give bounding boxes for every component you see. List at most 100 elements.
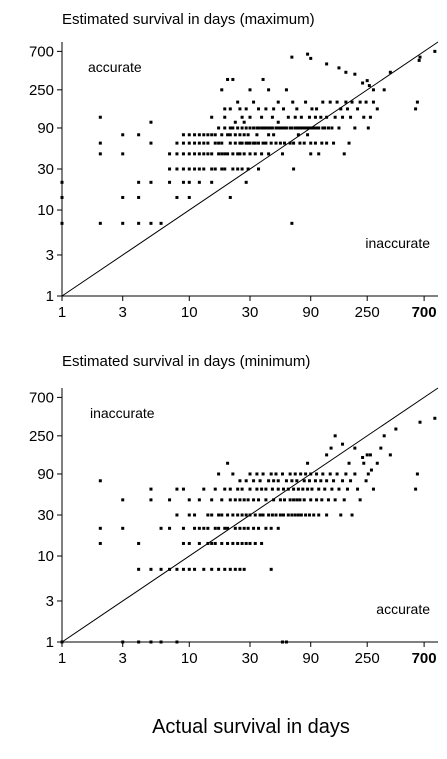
upper-data-point xyxy=(220,88,224,92)
upper-x-tick-label: 90 xyxy=(302,304,319,321)
upper-data-point xyxy=(149,141,153,145)
lower-data-point xyxy=(325,513,329,517)
upper-data-point xyxy=(193,133,197,137)
upper-data-point xyxy=(213,133,217,137)
upper-data-point xyxy=(299,115,303,119)
upper-data-point xyxy=(306,133,310,137)
upper-data-point xyxy=(313,141,317,145)
upper-data-point xyxy=(315,126,319,130)
upper-data-point xyxy=(60,180,64,184)
upper-data-point xyxy=(248,152,252,156)
upper-data-point xyxy=(298,141,302,145)
upper-data-point xyxy=(98,152,102,156)
upper-data-point xyxy=(342,152,346,156)
lower-y-tick-label: 3 xyxy=(46,593,54,610)
upper-data-point xyxy=(269,141,273,145)
upper-data-point xyxy=(319,115,323,119)
upper-x-tick-label: 250 xyxy=(355,304,380,321)
upper-data-point xyxy=(415,100,419,104)
upper-data-point xyxy=(236,167,240,171)
lower-data-point xyxy=(286,513,290,517)
upper-x-tick-label: 3 xyxy=(119,304,127,321)
upper-data-point xyxy=(341,115,345,119)
upper-data-point xyxy=(246,141,250,145)
lower-data-point xyxy=(301,487,305,491)
lower-data-point xyxy=(240,541,244,545)
upper-data-point xyxy=(168,152,172,156)
upper-data-point xyxy=(317,152,321,156)
upper-data-point xyxy=(358,100,362,104)
upper-data-point xyxy=(261,126,265,130)
upper-data-point xyxy=(257,107,261,111)
lower-data-point xyxy=(321,472,325,476)
upper-data-point xyxy=(325,62,329,66)
upper-data-point xyxy=(306,52,310,56)
upper-y-tick-label: 250 xyxy=(29,82,54,99)
upper-data-point xyxy=(175,141,179,145)
lower-data-point xyxy=(255,472,259,476)
upper-data-point xyxy=(264,141,268,145)
lower-data-point xyxy=(244,479,248,483)
upper-panel: Estimated survival in days (maximum) 1 3 10… xyxy=(29,11,439,321)
upper-data-point xyxy=(274,126,278,130)
lower-data-point xyxy=(149,567,153,571)
upper-data-point xyxy=(366,126,370,130)
upper-x-tick-label: 10 xyxy=(181,304,198,321)
upper-data-point xyxy=(248,141,252,145)
upper-data-point xyxy=(296,133,300,137)
lower-region-label: accurate xyxy=(376,601,430,617)
lower-data-point xyxy=(193,513,197,517)
upper-data-point xyxy=(206,141,210,145)
lower-data-point xyxy=(317,487,321,491)
upper-data-point xyxy=(290,55,294,59)
lower-data-point xyxy=(309,472,313,476)
lower-data-point xyxy=(181,487,185,491)
upper-data-point xyxy=(210,152,214,156)
lower-data-point xyxy=(349,479,353,483)
upper-data-point xyxy=(371,88,375,92)
upper-data-point xyxy=(323,126,327,130)
upper-data-point xyxy=(280,152,284,156)
upper-data-point xyxy=(417,58,421,62)
upper-data-point xyxy=(187,167,191,171)
upper-data-point xyxy=(231,126,235,130)
upper-data-point xyxy=(187,141,191,145)
lower-data-point xyxy=(345,487,349,491)
lower-data-point xyxy=(304,472,308,476)
upper-data-point xyxy=(238,133,242,137)
lower-data-point xyxy=(306,487,310,491)
upper-data-point xyxy=(202,152,206,156)
lower-data-point xyxy=(333,434,337,438)
lower-data-point xyxy=(415,472,419,476)
upper-data-point xyxy=(137,180,141,184)
upper-data-point xyxy=(236,152,240,156)
lower-data-point xyxy=(137,567,141,571)
upper-data-point xyxy=(280,126,284,130)
lower-data-point xyxy=(248,513,252,517)
upper-data-point xyxy=(231,152,235,156)
lower-data-point xyxy=(253,541,257,545)
upper-data-point xyxy=(181,180,185,184)
lower-data-point xyxy=(220,513,224,517)
lower-y-tick-label: 10 xyxy=(37,548,54,565)
lower-data-point xyxy=(159,640,163,644)
upper-data-point xyxy=(242,152,246,156)
upper-data-point xyxy=(187,180,191,184)
upper-x-tick-label: 700 xyxy=(412,304,437,321)
lower-data-point xyxy=(282,513,286,517)
upper-data-point xyxy=(228,107,232,111)
upper-data-point xyxy=(220,133,224,137)
upper-data-point xyxy=(328,100,332,104)
upper-data-point xyxy=(414,107,418,111)
shared-x-axis-title: Actual survival in days xyxy=(152,716,350,738)
lower-data-point xyxy=(315,472,319,476)
lower-data-point xyxy=(310,487,314,491)
lower-data-point xyxy=(261,472,265,476)
upper-data-point xyxy=(193,167,197,171)
upper-data-point xyxy=(296,126,300,130)
upper-data-point xyxy=(226,133,230,137)
upper-data-point xyxy=(240,115,244,119)
lower-data-point xyxy=(242,526,246,530)
lower-data-point xyxy=(296,487,300,491)
